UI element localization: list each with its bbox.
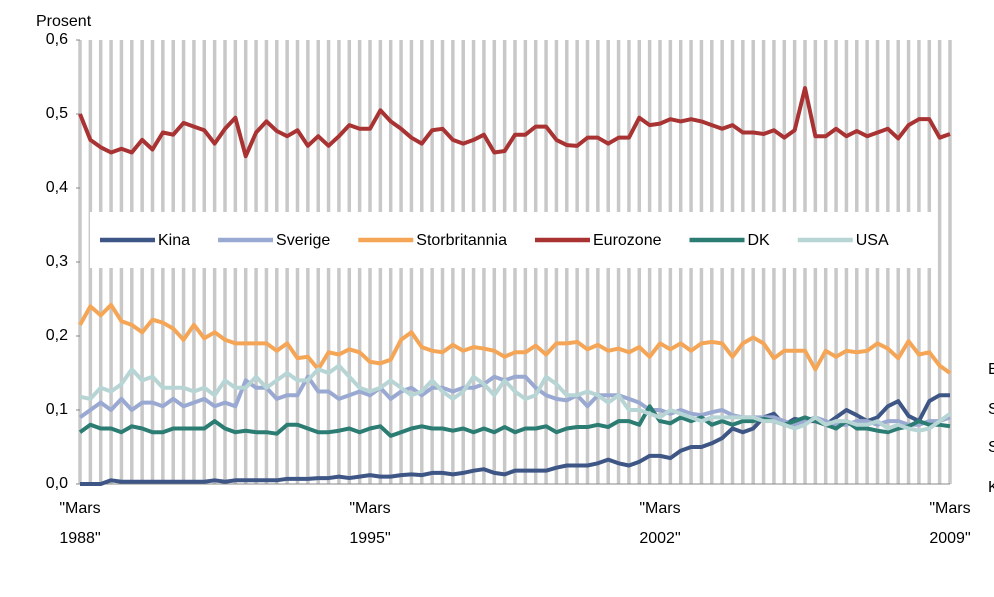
annotation: S bbox=[988, 401, 994, 418]
line bbox=[78, 374, 951, 427]
line bbox=[79, 363, 952, 433]
y-tick-label: 0,2 bbox=[46, 327, 68, 344]
y-tick-label: 0,3 bbox=[46, 253, 68, 270]
y-axis-label: Prosent bbox=[36, 13, 92, 30]
annotation: K bbox=[988, 479, 994, 496]
x-tick-label: "Mars 2002" bbox=[639, 500, 681, 547]
x-tick-label: "Mars 1988" bbox=[59, 500, 101, 547]
legend-label: DK bbox=[748, 232, 771, 249]
y-tick-label: 0,0 bbox=[46, 475, 68, 492]
annotation: S bbox=[988, 439, 994, 456]
x-tick-label: "Mars 1995" bbox=[349, 500, 391, 547]
legend-label: USA bbox=[856, 232, 889, 249]
legend-label: Kina bbox=[158, 232, 190, 249]
y-tick-label: 0,4 bbox=[46, 179, 68, 196]
line bbox=[78, 86, 951, 159]
annotation: E bbox=[988, 361, 994, 378]
legend-label: Storbritannia bbox=[416, 232, 507, 249]
y-tick-label: 0,6 bbox=[46, 31, 68, 48]
y-tick-label: 0,5 bbox=[46, 105, 68, 122]
legend-label: Eurozone bbox=[593, 232, 662, 249]
y-tick-label: 0,1 bbox=[46, 401, 68, 418]
line bbox=[78, 404, 951, 438]
x-tick-label: "Mars 2009" bbox=[929, 500, 971, 547]
line bbox=[78, 302, 952, 375]
legend-label: Sverige bbox=[276, 232, 330, 249]
